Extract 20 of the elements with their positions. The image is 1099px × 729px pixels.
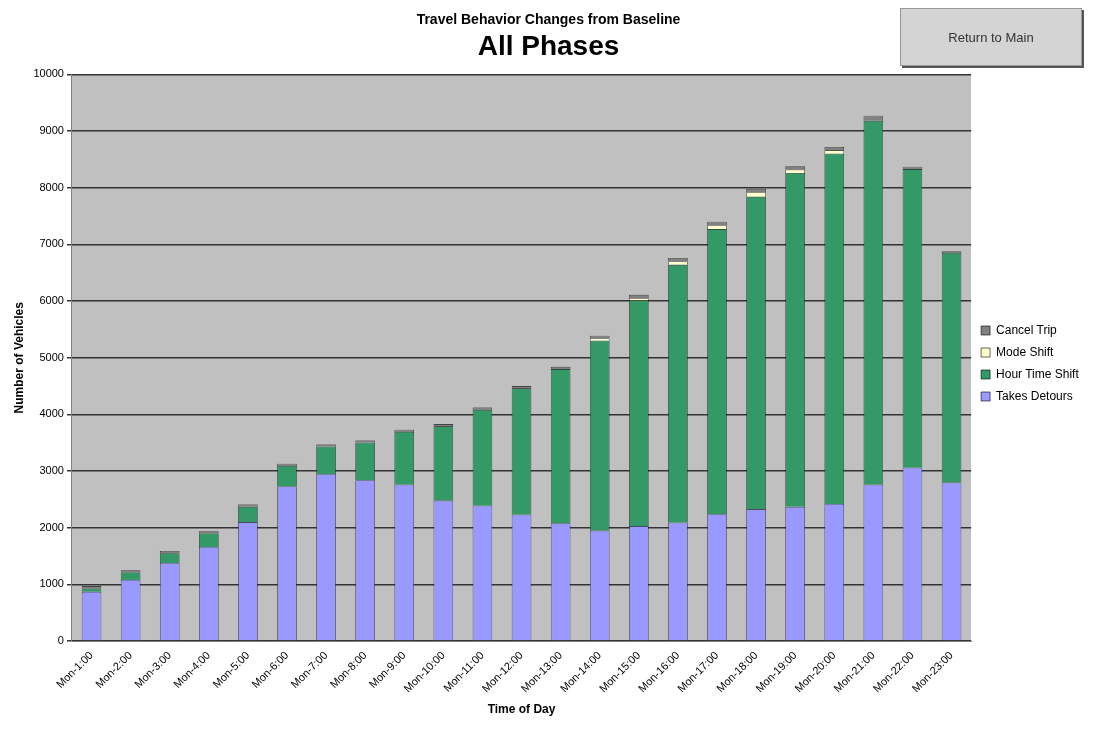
y-tick-label: 6000	[39, 294, 64, 307]
y-tick-label: 5000	[39, 350, 64, 363]
y-tick-label: 1000	[39, 577, 64, 590]
x-axis-title: Time of Day	[487, 702, 556, 717]
return-button: Return to Main	[900, 8, 1082, 66]
legend-label: Mode Shift	[996, 344, 1055, 359]
y-tick-label: 10000	[33, 67, 64, 80]
chart-subtitle: All Phases	[477, 30, 620, 62]
legend-label: Hour Time Shift	[996, 366, 1080, 381]
y-tick-label: 0	[57, 634, 64, 647]
legend-label: Takes Detours	[996, 388, 1073, 403]
y-tick-label: 8000	[39, 180, 64, 193]
legend-label: Cancel Trip	[996, 322, 1058, 337]
y-tick-label: 3000	[39, 464, 64, 477]
y-tick-label: 2000	[39, 520, 64, 533]
y-tick-label: 9000	[39, 124, 64, 137]
chart-title: Travel Behavior Changes from Baseline	[416, 11, 681, 28]
y-tick-label: 7000	[39, 237, 64, 250]
y-axis-title: Number of Vehicles	[11, 301, 26, 414]
y-tick-label: 4000	[39, 407, 64, 420]
